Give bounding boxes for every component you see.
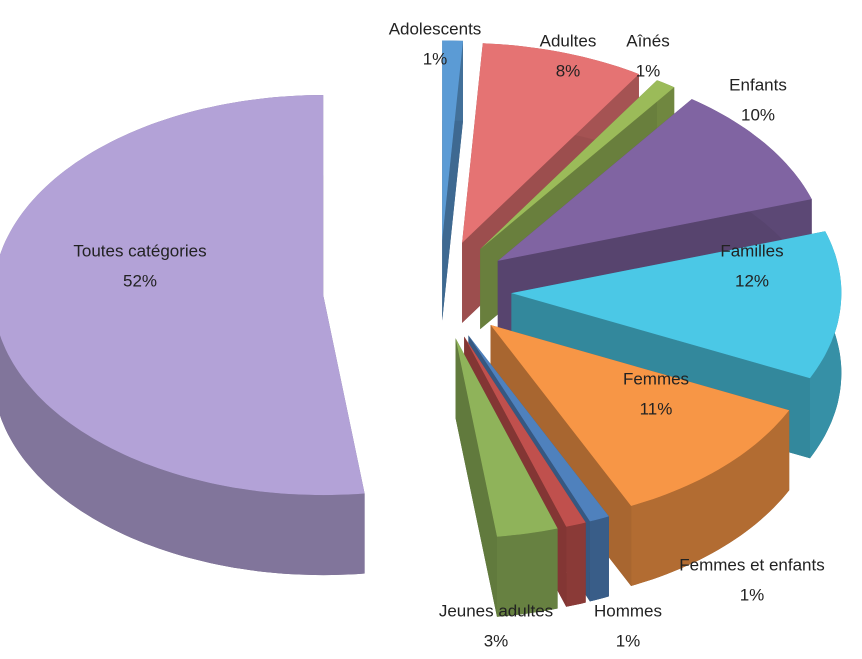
slice [464,336,586,527]
slice [0,95,365,496]
slice-label: Adultes [540,31,597,50]
slice [468,335,609,522]
slice-side [589,516,609,602]
slice-label: Hommes [594,601,662,620]
slice-side [631,410,790,586]
slice [442,40,463,241]
slice-label: Adolescents [389,19,482,38]
slice-tops [0,40,842,537]
slice-label: Enfants [729,75,787,94]
slice-side [455,338,497,617]
slice-value-label: 10% [741,105,775,124]
slice-label: Toutes catégories [73,241,206,260]
slice-value-label: 1% [740,585,765,604]
slice-value-label: 12% [735,271,769,290]
slice [462,43,639,243]
slice-label: Femmes [623,369,689,388]
slice-side [566,522,586,607]
slice [511,231,842,379]
slice-value-label: 1% [616,631,641,650]
slice-label: Femmes et enfants [679,555,825,574]
slice-value-label: 1% [636,61,661,80]
slice-value-label: 8% [556,61,581,80]
slice-label: Jeunes adultes [439,601,553,620]
slice-label: Familles [720,241,783,260]
slice [490,325,790,506]
slice-side [497,528,558,617]
slice [455,338,558,537]
slice-value-label: 1% [423,49,448,68]
slice-value-label: 11% [640,399,673,418]
slice-label: Aînés [626,31,669,50]
slice [480,80,675,250]
slice-value-label: 3% [484,631,509,650]
slice-value-label: 52% [123,271,157,290]
slice [497,99,812,261]
